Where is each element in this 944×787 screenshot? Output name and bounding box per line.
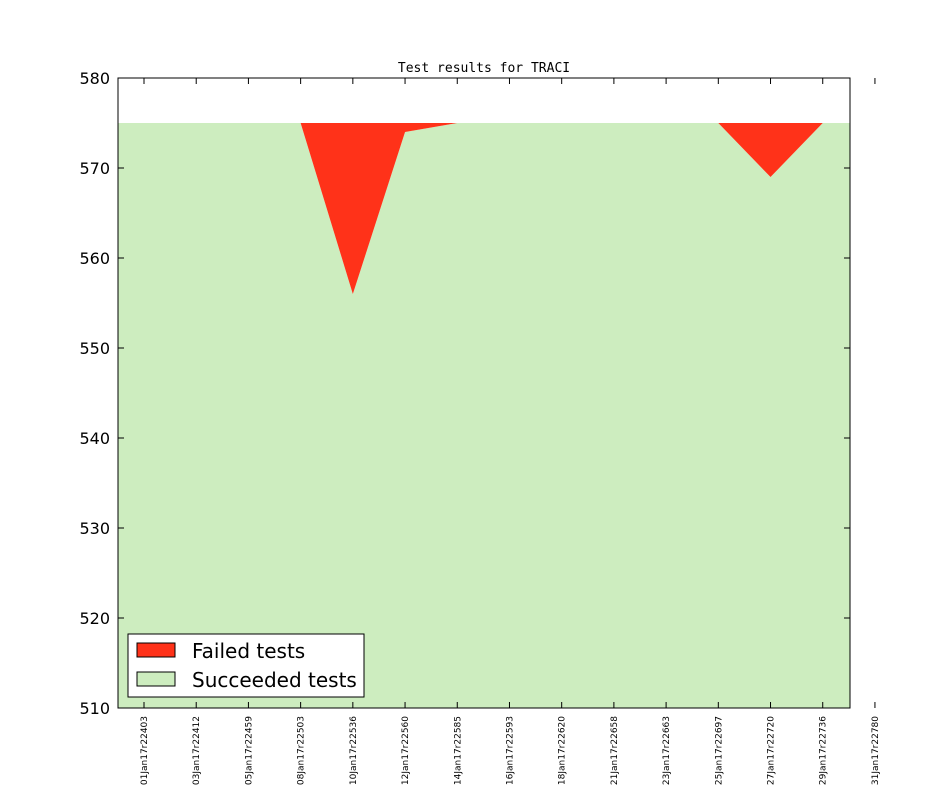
x-tick-label: 18Jan17r22620 — [558, 716, 568, 785]
series-area-failed — [118, 123, 875, 294]
x-tick-label: 23Jan17r22663 — [662, 716, 672, 785]
y-tick-label: 510 — [79, 699, 110, 718]
x-tick-label: 31Jan17r22780 — [871, 716, 881, 785]
x-tick-label: 16Jan17r22593 — [505, 716, 515, 785]
x-tick-label: 14Jan17r22585 — [453, 716, 463, 785]
y-axis: 510 520 530 540 550 560 570 580 — [79, 69, 850, 718]
x-tick-label: 29Jan17r22736 — [819, 716, 829, 785]
x-tick-label: 01Jan17r22403 — [140, 716, 150, 785]
x-tick-label: 10Jan17r22536 — [349, 716, 359, 785]
x-tick-label: 21Jan17r22658 — [610, 716, 620, 785]
legend-swatch-failed — [136, 642, 176, 658]
x-tick-label: 08Jan17r22503 — [297, 716, 307, 785]
x-tick-label: 25Jan17r22697 — [714, 716, 724, 785]
x-tick-label: 05Jan17r22459 — [244, 716, 254, 785]
x-tick-label: 03Jan17r22412 — [192, 716, 202, 785]
y-tick-label: 520 — [79, 609, 110, 628]
y-tick-label: 530 — [79, 519, 110, 538]
y-tick-label: 580 — [79, 69, 110, 88]
legend-label-succeeded: Succeeded tests — [192, 668, 357, 692]
y-tick-label: 560 — [79, 249, 110, 268]
x-tick-label: 12Jan17r22560 — [401, 716, 411, 785]
chart-title: Test results for TRACI — [398, 61, 570, 76]
plot-area — [117, 77, 875, 709]
legend-label-failed: Failed tests — [192, 639, 305, 663]
y-tick-label: 540 — [79, 429, 110, 448]
y-tick-label: 550 — [79, 339, 110, 358]
series-area-succeeded — [118, 123, 875, 708]
legend-swatch-succeeded — [136, 671, 176, 687]
x-tick-label: 27Jan17r22720 — [767, 716, 777, 785]
y-tick-label: 570 — [79, 159, 110, 178]
legend: Failed tests Succeeded tests — [127, 633, 365, 698]
axes-frame — [117, 77, 851, 709]
x-axis: 01Jan17r22403 03Jan17r22412 05Jan17r22459 0… — [140, 78, 881, 785]
